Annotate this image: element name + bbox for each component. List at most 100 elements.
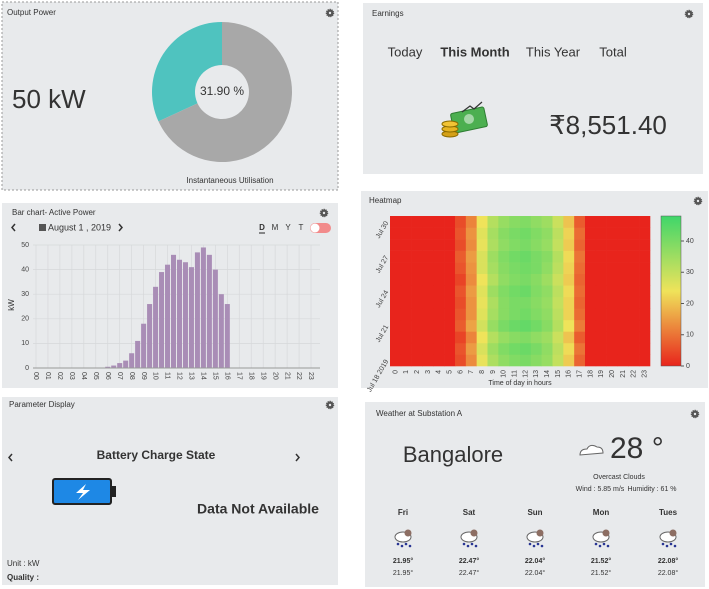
heat-cell (595, 354, 607, 367)
y-tick-label: 40 (21, 266, 29, 273)
heat-cell (509, 285, 521, 298)
heat-cell (422, 216, 434, 228)
heat-cell (455, 354, 467, 367)
x-tick-label: 07 (116, 372, 123, 380)
heat-cell (552, 319, 564, 332)
forecast-icon (404, 542, 408, 546)
heat-cell (422, 342, 434, 355)
period[interactable]: T (299, 223, 304, 232)
heat-cell (552, 331, 564, 344)
x-tick-label: 13 (533, 370, 540, 378)
heat-cell (617, 331, 629, 344)
prev-arrow[interactable] (8, 453, 13, 462)
x-tick-label: 03 (68, 372, 75, 380)
heat-cell (541, 250, 553, 263)
heat-cell (606, 239, 618, 251)
colorbar-label: 10 (686, 332, 694, 339)
x-tick-label: 0 (392, 370, 399, 374)
heat-cell (390, 227, 402, 240)
tab[interactable]: This Year (526, 44, 581, 59)
prev-arrow[interactable] (11, 223, 16, 232)
heat-cell (617, 262, 629, 274)
heat-cell (455, 331, 467, 344)
heat-cell (595, 250, 607, 263)
heat-cell (606, 308, 618, 321)
forecast-icon (408, 544, 412, 548)
forecast-icon (669, 529, 677, 537)
heat-cell (498, 308, 510, 321)
forecast-day: Fri (398, 508, 408, 517)
heat-cell (411, 342, 423, 355)
earnings-panel (363, 3, 703, 174)
period[interactable]: Y (285, 223, 291, 232)
heat-cell (585, 262, 597, 274)
heat-cell (552, 216, 564, 228)
heat-cell (498, 342, 510, 355)
heat-cell (465, 296, 477, 309)
heat-cell (574, 216, 586, 228)
date[interactable]: August 1 , 2019 (48, 222, 111, 232)
calendar-icon[interactable] (39, 224, 46, 231)
heat-cell (509, 273, 521, 286)
heat-cell (595, 216, 607, 228)
forecast-icon (540, 544, 544, 548)
next-arrow[interactable] (118, 223, 123, 232)
heat-cell (487, 331, 499, 344)
heat-cell (574, 262, 586, 274)
heat-cell (400, 250, 412, 263)
y-tick-label: 30 (21, 291, 29, 298)
tab[interactable]: Today (388, 44, 423, 59)
heat-cell (444, 239, 456, 251)
heat-cell (509, 319, 521, 332)
heat-cell (465, 239, 477, 251)
heat-cell (487, 250, 499, 263)
x-tick-label: 19 (598, 370, 605, 378)
x-tick-label: 9 (490, 370, 497, 374)
period[interactable]: M (272, 223, 279, 232)
panel-title: Output Power (7, 8, 56, 17)
x-tick-label: 16 (223, 372, 230, 380)
heat-cell (411, 354, 423, 367)
tab[interactable]: This Month (440, 44, 509, 59)
heat-cell (628, 285, 640, 298)
heat-cell (530, 296, 542, 309)
heat-cell (400, 296, 412, 309)
x-tick-label: 13 (188, 372, 195, 380)
heat-cell (606, 273, 618, 286)
heat-cell (520, 342, 532, 355)
heat-cell (552, 354, 564, 367)
humidity: Humidity : 61 % (627, 486, 676, 493)
period[interactable]: D (259, 223, 265, 232)
next-arrow[interactable] (295, 453, 300, 462)
x-axis-label: Time of day in hours (488, 380, 552, 387)
tab[interactable]: Total (599, 44, 627, 59)
heat-cell (639, 319, 651, 332)
heat-cell (628, 239, 640, 251)
heat-cell (530, 262, 542, 274)
heat-cell (455, 296, 467, 309)
heat-cell (628, 354, 640, 367)
heat-cell (606, 227, 618, 240)
heat-cell (444, 296, 456, 309)
bar (135, 340, 141, 368)
heat-cell (433, 285, 445, 298)
bar (212, 269, 218, 368)
heat-cell (400, 216, 412, 228)
bar (123, 360, 129, 368)
heat-cell (563, 262, 575, 274)
x-tick-label: 06 (104, 372, 111, 380)
heat-cell (552, 296, 564, 309)
heat-cell (411, 216, 423, 228)
x-tick-label: 10 (152, 372, 159, 380)
heat-cell (498, 285, 510, 298)
x-tick-label: 23 (641, 370, 648, 378)
forecast-high: 21.52° (591, 557, 612, 565)
heat-cell (585, 227, 597, 240)
x-tick-label: 18 (587, 370, 594, 378)
heat-cell (476, 285, 488, 298)
heat-cell (487, 216, 499, 228)
heat-cell (628, 296, 640, 309)
heat-cell (617, 308, 629, 321)
bar (159, 272, 165, 368)
x-tick-label: 3 (425, 370, 432, 374)
